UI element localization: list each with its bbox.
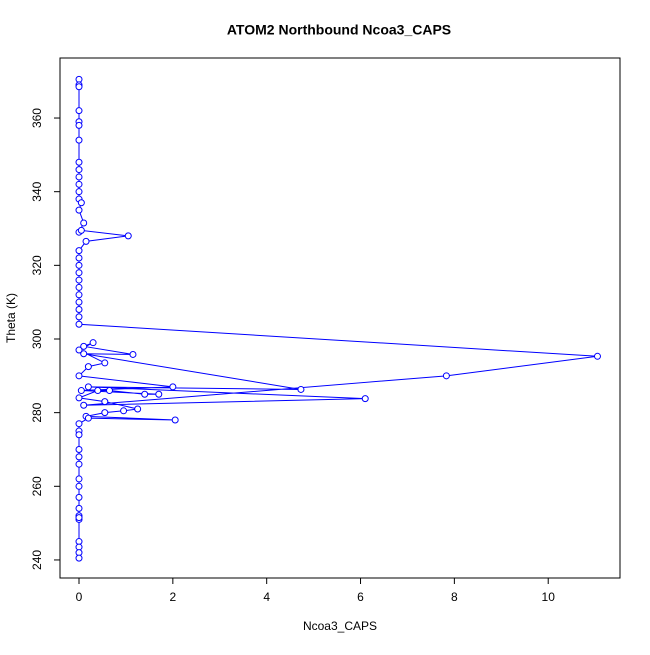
data-point: [75, 493, 83, 501]
data-point: [129, 350, 137, 358]
data-point: [75, 261, 83, 269]
data-point: [84, 414, 92, 422]
data-point: [75, 283, 83, 291]
data-point: [120, 407, 128, 415]
chart-title: ATOM2 Northbound Ncoa3_CAPS: [227, 22, 451, 38]
data-point: [141, 390, 149, 398]
data-point: [77, 387, 85, 395]
x-tick-label: 2: [170, 590, 177, 604]
data-point: [75, 83, 83, 91]
x-tick-label: 8: [451, 590, 458, 604]
data-point: [80, 342, 88, 350]
data-point: [75, 460, 83, 468]
data-point: [75, 453, 83, 461]
data-point: [75, 320, 83, 328]
data-point: [75, 372, 83, 380]
data-point: [75, 514, 83, 522]
data-point: [101, 398, 109, 406]
y-tick-label: 260: [30, 476, 44, 496]
data-point: [80, 401, 88, 409]
x-tick-label: 10: [542, 590, 556, 604]
data-point: [75, 394, 83, 402]
data-point: [106, 387, 114, 395]
data-point: [75, 136, 83, 144]
data-point: [75, 298, 83, 306]
y-axis-label: Theta (K): [4, 293, 18, 343]
data-point: [94, 387, 102, 395]
data-point: [75, 206, 83, 214]
data-point: [101, 409, 109, 417]
data-point: [75, 313, 83, 321]
data-point: [75, 306, 83, 314]
data-point: [75, 121, 83, 129]
data-point: [171, 416, 179, 424]
data-point: [75, 247, 83, 255]
data-point: [75, 254, 83, 262]
data-point: [75, 291, 83, 299]
data-point: [442, 372, 450, 380]
data-point: [75, 173, 83, 181]
data-point: [169, 383, 177, 391]
data-point: [84, 363, 92, 371]
data-point: [84, 383, 92, 391]
data-point: [75, 482, 83, 490]
x-tick-label: 0: [76, 590, 83, 604]
data-point: [75, 554, 83, 562]
data-point: [101, 359, 109, 367]
data-point: [75, 475, 83, 483]
data-point: [124, 232, 132, 240]
data-point: [75, 180, 83, 188]
data-point: [155, 390, 163, 398]
data-point: [77, 226, 85, 234]
data-point: [134, 405, 142, 413]
data-point: [75, 445, 83, 453]
data-point: [361, 395, 369, 403]
data-point: [75, 158, 83, 166]
x-axis-label: Ncoa3_CAPS: [303, 619, 377, 633]
data-point: [82, 237, 90, 245]
data-point: [77, 199, 85, 207]
data-point: [80, 219, 88, 227]
data-point: [75, 269, 83, 277]
y-tick-label: 280: [30, 402, 44, 422]
x-tick-label: 4: [263, 590, 270, 604]
y-tick-label: 240: [30, 550, 44, 570]
data-point: [89, 339, 97, 347]
data-point: [75, 504, 83, 512]
y-tick-label: 300: [30, 329, 44, 349]
data-point: [75, 431, 83, 439]
x-tick-label: 6: [357, 590, 364, 604]
data-point: [75, 166, 83, 174]
data-point: [75, 276, 83, 284]
data-point: [75, 420, 83, 428]
y-tick-label: 340: [30, 181, 44, 201]
data-point: [75, 107, 83, 115]
data-point: [297, 385, 305, 393]
y-tick-label: 320: [30, 255, 44, 275]
data-point: [75, 188, 83, 196]
data-point: [593, 352, 601, 360]
y-tick-label: 360: [30, 108, 44, 128]
data-point: [75, 346, 83, 354]
data-point: [80, 350, 88, 358]
